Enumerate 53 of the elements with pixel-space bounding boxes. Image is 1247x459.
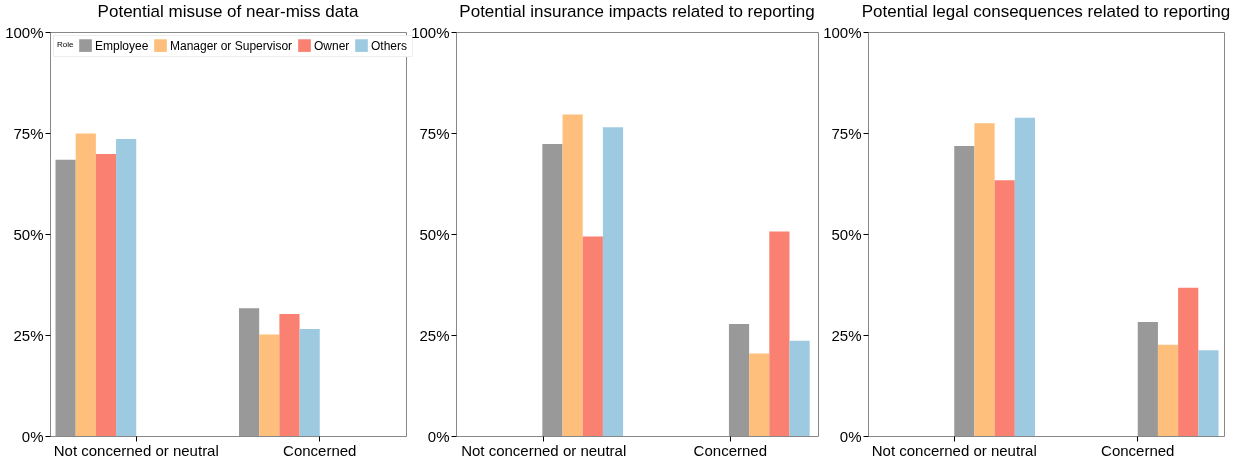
y-tick-label: 25% — [419, 326, 450, 344]
bar — [299, 328, 320, 436]
bar — [116, 139, 137, 436]
y-tick-label: 100% — [5, 23, 44, 41]
bar — [75, 133, 96, 436]
y-tick-label: 0% — [21, 427, 44, 445]
x-tick-label: Not concerned or neutral — [461, 441, 627, 459]
y-tick-label: 100% — [823, 23, 862, 41]
bar — [789, 340, 810, 436]
bar — [95, 154, 117, 436]
chart-title: Potential legal consequences related to reporting — [861, 2, 1231, 21]
bar — [602, 127, 624, 436]
bar — [769, 231, 790, 436]
bar — [1198, 350, 1219, 436]
y-tick-label: 0% — [427, 427, 450, 445]
y-tick-label: 50% — [13, 225, 44, 243]
bar — [259, 334, 280, 436]
bar — [1014, 117, 1035, 436]
bar — [1178, 287, 1199, 436]
bar — [749, 353, 770, 436]
y-tick-label: 25% — [831, 326, 862, 344]
y-tick-label: 75% — [13, 124, 44, 142]
bar — [562, 114, 583, 436]
legend-label: Others — [371, 38, 408, 53]
bar — [55, 159, 76, 436]
chart-title: Potential misuse of near-miss data — [97, 2, 359, 21]
x-tick-label: Concerned — [693, 441, 767, 459]
bar — [994, 180, 1015, 436]
x-tick-label: Concerned — [1101, 441, 1175, 459]
bar — [954, 145, 975, 436]
y-tick-label: 75% — [831, 124, 862, 142]
bar — [582, 236, 603, 436]
legend-label: Employee — [95, 38, 149, 53]
y-tick-label: 75% — [419, 124, 450, 142]
legend-label: Owner — [314, 38, 350, 53]
bar — [1157, 344, 1179, 436]
y-tick-label: 25% — [13, 326, 44, 344]
bar — [279, 313, 300, 436]
bar — [239, 308, 260, 436]
x-tick-label: Not concerned or neutral — [871, 441, 1037, 459]
legend-title: Role — [57, 40, 74, 49]
y-tick-label: 50% — [419, 225, 450, 243]
bar — [1137, 322, 1158, 436]
chart-title: Potential insurance impacts related to reporting — [459, 2, 815, 21]
bar — [728, 324, 750, 436]
y-tick-label: 50% — [831, 225, 862, 243]
x-tick-label: Concerned — [283, 441, 357, 459]
x-tick-label: Not concerned or neutral — [53, 441, 219, 459]
y-tick-label: 100% — [411, 23, 450, 41]
y-tick-label: 0% — [839, 427, 862, 445]
bar — [974, 123, 995, 436]
legend-label: Manager or Supervisor — [170, 38, 293, 53]
bar — [542, 143, 563, 436]
